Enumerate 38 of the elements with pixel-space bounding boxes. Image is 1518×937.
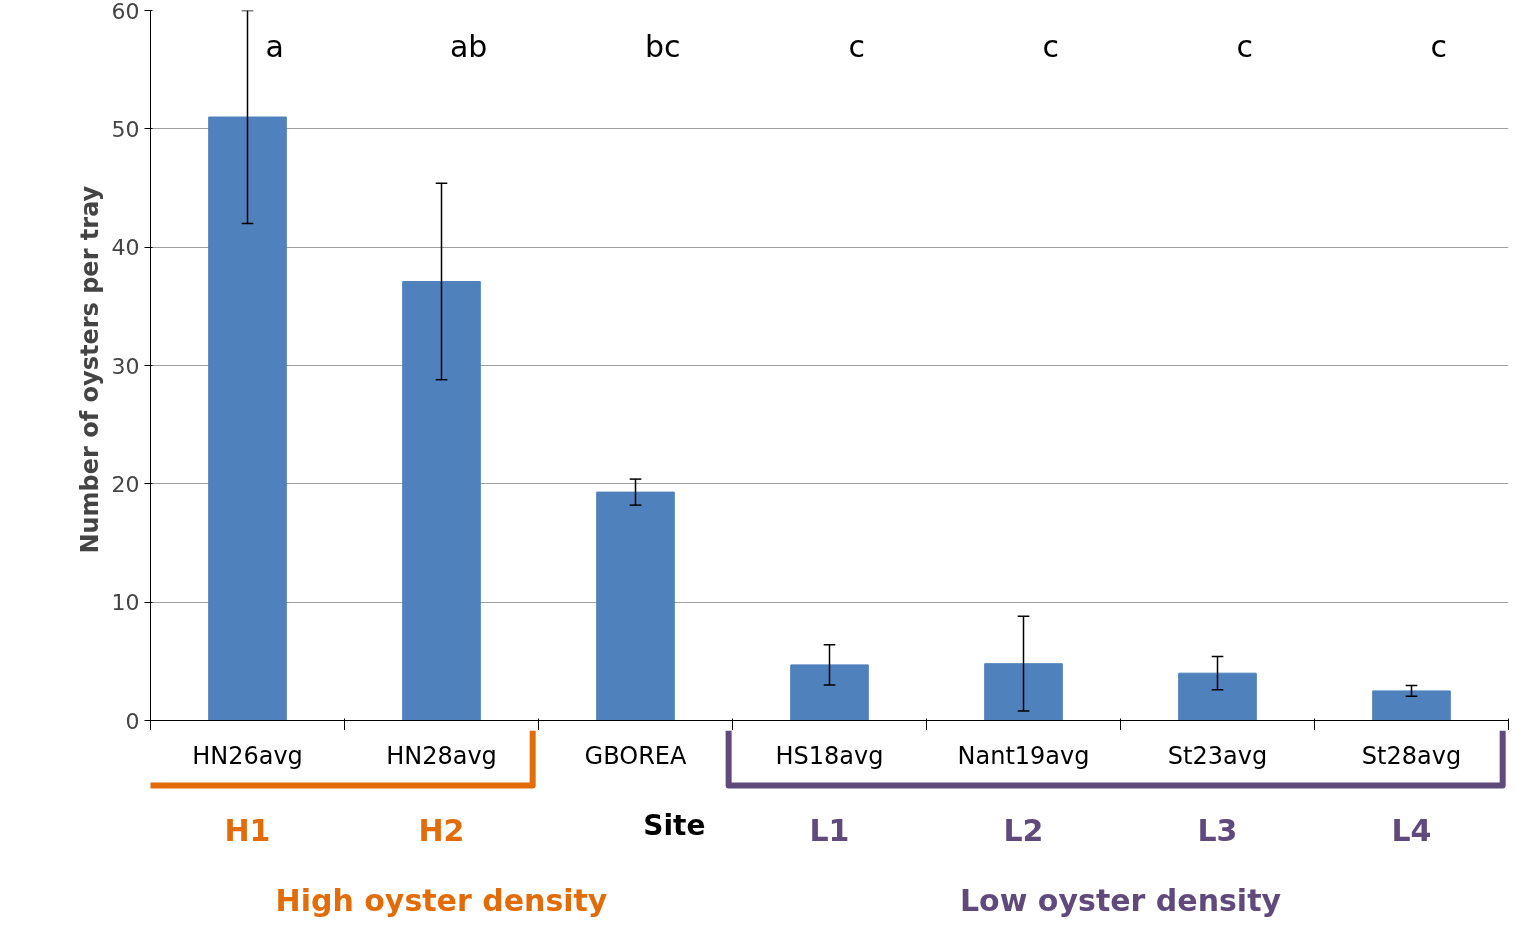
bar (984, 663, 1063, 721)
x-tick-label: St28avg (1361, 741, 1462, 770)
y-tick-label: 50 (111, 116, 140, 142)
y-tick-label: 0 (125, 708, 140, 734)
y-axis-title: Number of oysters per tray (75, 185, 104, 554)
text: L1 (809, 813, 850, 848)
text: Low oyster density (959, 883, 1282, 918)
annotation: c (1042, 28, 1059, 64)
text: L3 (1197, 813, 1238, 848)
bar (402, 280, 481, 721)
bar (596, 491, 675, 721)
annotation: c (1430, 28, 1447, 64)
text: L4 (1391, 813, 1432, 848)
y-tick-label: 60 (111, 0, 140, 24)
text: High oyster density (275, 883, 608, 918)
bar (1372, 690, 1451, 721)
annotation: c (848, 28, 865, 64)
x-axis-title: Site (643, 809, 706, 842)
y-tick-label: 40 (111, 235, 140, 261)
y-tick-label: 10 (111, 590, 140, 616)
bar (790, 664, 869, 721)
x-tick-label: St23avg (1167, 741, 1268, 770)
x-tick-label: HN26avg (192, 741, 303, 770)
text: H1 (224, 813, 271, 848)
x-tick-label: Nant19avg (957, 741, 1090, 770)
text: L2 (1003, 813, 1044, 848)
annotation: bc (644, 28, 681, 64)
annotation: ab (449, 28, 488, 64)
y-tick-label: 20 (111, 471, 140, 497)
x-tick-label: HN28avg (386, 741, 497, 770)
annotation: a (265, 28, 284, 64)
text: H2 (418, 813, 465, 848)
x-tick-label: GBOREA (584, 741, 687, 770)
x-tick-label: HS18avg (775, 741, 884, 770)
bar (1178, 672, 1257, 721)
annotation: c (1236, 28, 1253, 64)
bar (208, 116, 287, 721)
y-tick-label: 30 (111, 353, 140, 379)
